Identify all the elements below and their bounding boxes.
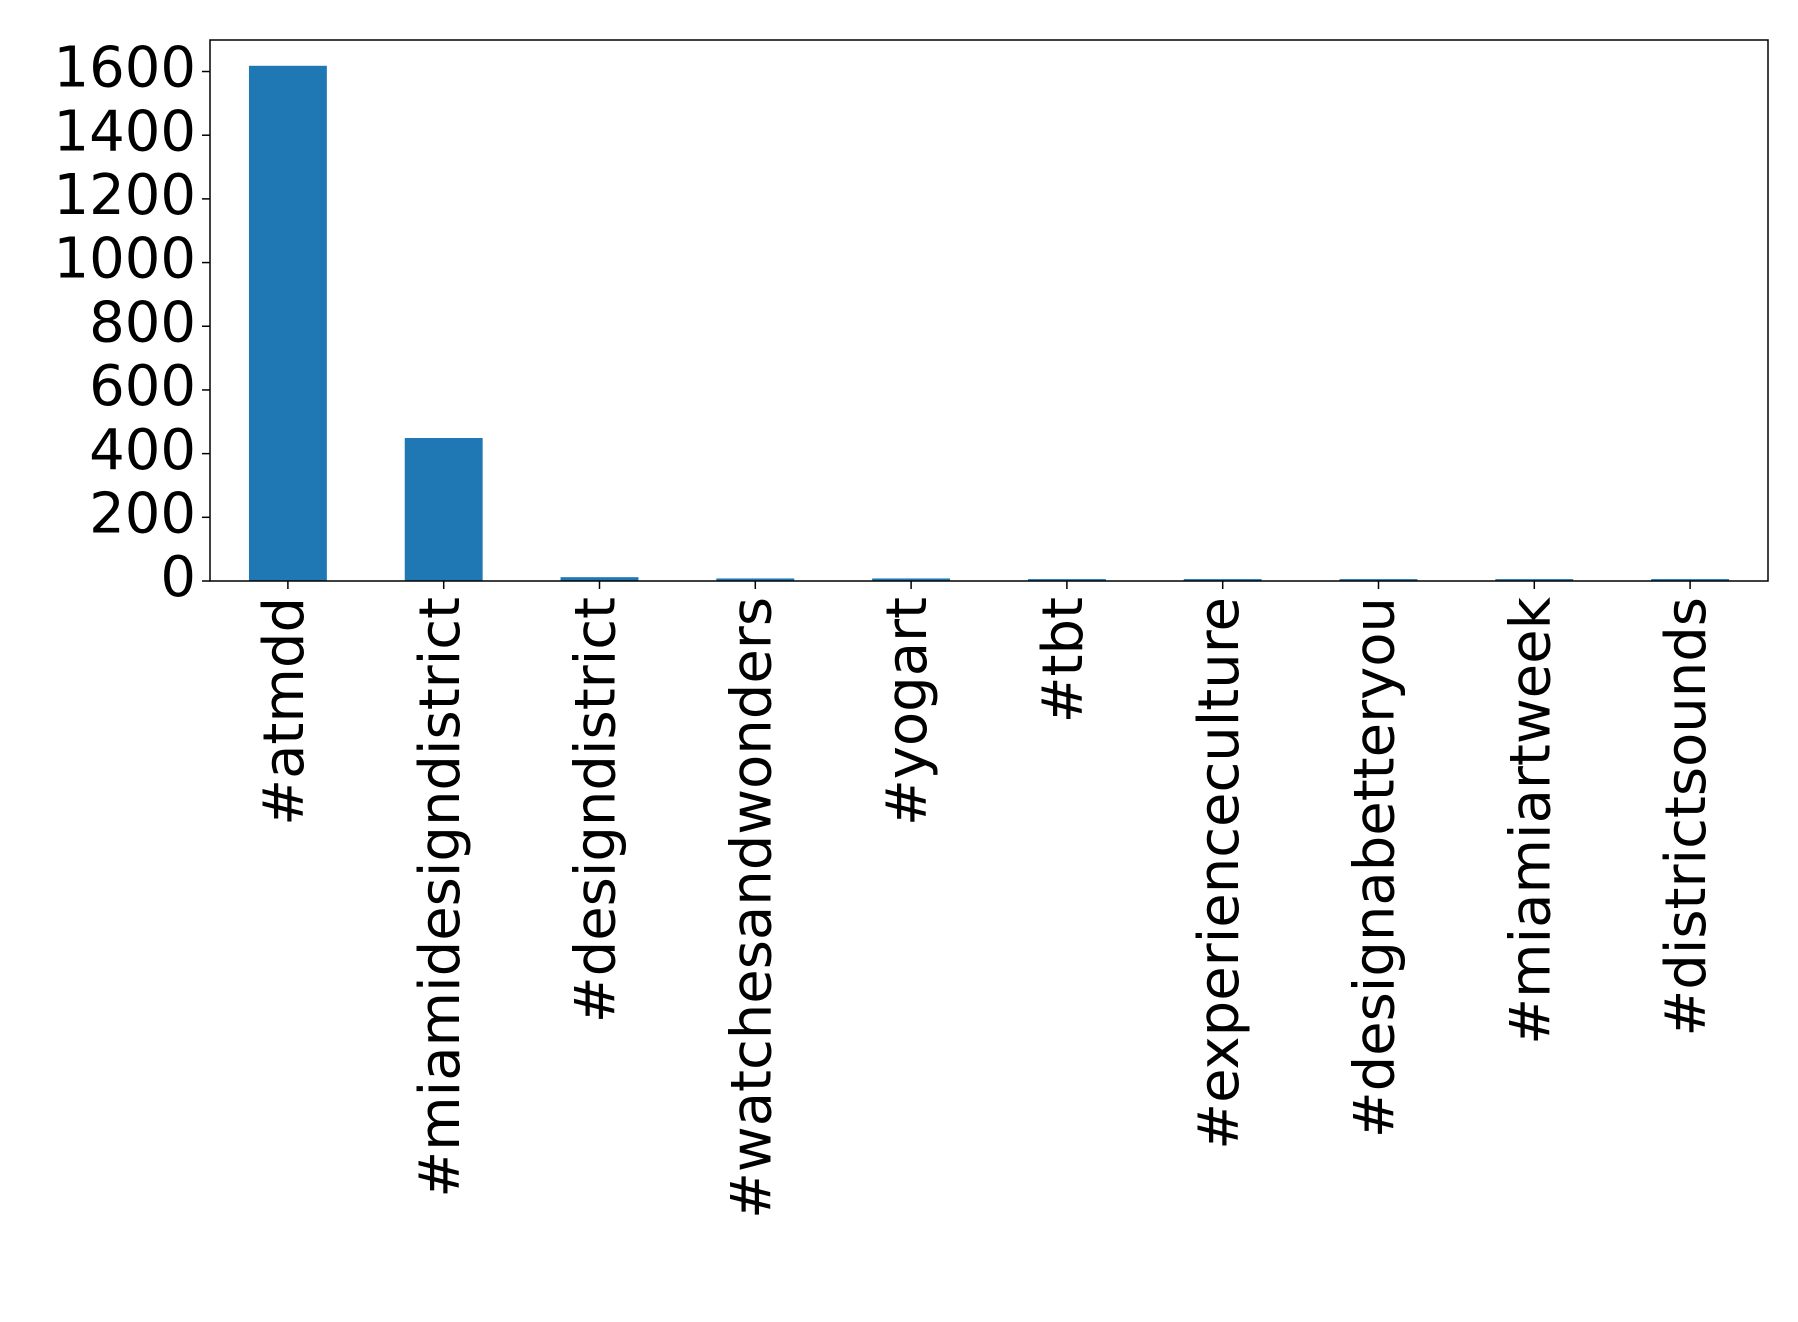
x-tick-label: #experienceculture [1187, 597, 1252, 1150]
x-tick-label: #designabetteryou [1343, 597, 1408, 1138]
y-tick-label: 1200 [53, 163, 196, 228]
x-tick-label: #watchesandwonders [719, 597, 784, 1219]
y-tick-label: 800 [89, 290, 196, 355]
y-tick-label: 600 [89, 354, 196, 419]
x-tick-label: #yogart [875, 597, 940, 826]
bar [872, 578, 951, 581]
bar [1339, 579, 1418, 581]
y-tick-label: 200 [89, 481, 196, 546]
y-tick-label: 1000 [53, 227, 196, 292]
x-tick-label: #tbt [1031, 597, 1096, 723]
bar [1183, 579, 1262, 581]
x-tick-label: #miamidesigndistrict [408, 597, 473, 1198]
bar [1027, 579, 1106, 581]
y-tick-label: 1600 [53, 36, 196, 101]
x-tick-label: #designdistrict [564, 597, 629, 1023]
x-tick-label: #miamiartweek [1498, 596, 1563, 1044]
bar [248, 65, 327, 581]
y-tick-label: 0 [160, 545, 196, 610]
y-tick-label: 400 [89, 418, 196, 483]
bar [404, 438, 483, 581]
bar [560, 577, 639, 581]
y-tick-label: 1400 [53, 99, 196, 164]
bar [1495, 579, 1574, 581]
plot-frame [209, 39, 1769, 582]
bar [716, 578, 795, 581]
bar [1651, 579, 1730, 581]
x-tick-label: #atmdd [252, 597, 317, 826]
x-tick-label: #districtsounds [1654, 597, 1719, 1037]
